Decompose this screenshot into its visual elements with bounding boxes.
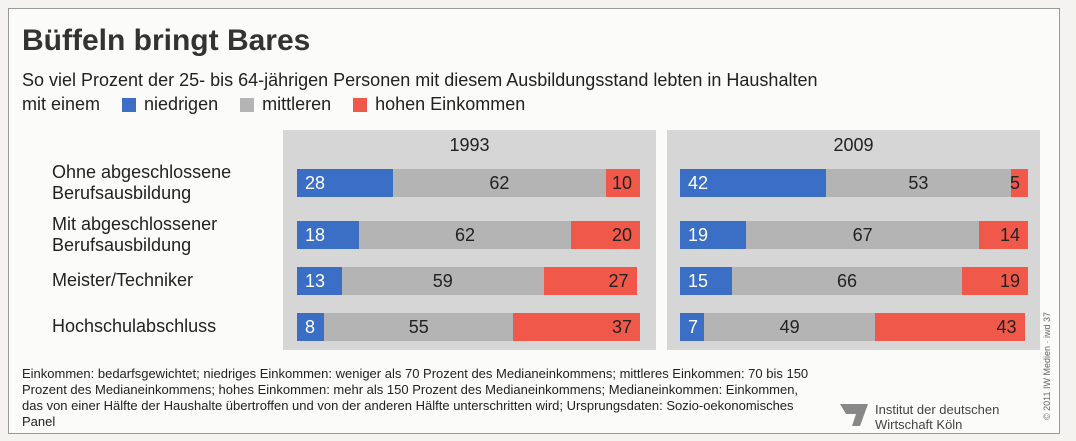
value-label: 20: [611, 224, 632, 245]
category-label: Meister/Techniker: [52, 270, 194, 290]
bar-segment: 10: [605, 169, 640, 197]
bar-segment: 13: [297, 267, 342, 295]
footnote: Einkommen: bedarfsgewichtet; niedriges E…: [22, 366, 809, 429]
panel-title: 1993: [449, 135, 490, 155]
value-label: 42: [688, 172, 709, 193]
bar-segment: 55: [324, 313, 514, 341]
bar-segment: 59: [341, 267, 544, 295]
bar-segment: 43: [874, 313, 1025, 341]
legend-swatch: [240, 97, 255, 112]
category-label: Hochschulabschluss: [52, 316, 217, 336]
title: Büffeln bringt Bares: [22, 24, 311, 57]
legend-prefix: mit einem: [22, 94, 101, 114]
legend-swatch: [353, 97, 368, 112]
bar-segment: 28: [297, 169, 394, 197]
value-label: 55: [408, 316, 429, 337]
subtitle: So viel Prozent der 25- bis 64-jährigen …: [22, 70, 818, 90]
legend-label: niedrigen: [144, 94, 219, 114]
source: Institut der deutschen Wirtschaft Köln: [875, 402, 1000, 432]
value-label: 19: [688, 224, 709, 245]
bar-segment: 8: [297, 313, 325, 341]
bar-segment: 62: [393, 169, 606, 197]
value-label: 19: [999, 270, 1020, 291]
bar-segment: 14: [979, 221, 1028, 249]
legend-label: mittleren: [262, 94, 332, 114]
value-label: 10: [611, 172, 632, 193]
value-label: 8: [305, 316, 316, 337]
legend-swatch: [122, 97, 137, 112]
bar-segment: 7: [680, 313, 705, 341]
legend-label: hohen Einkommen: [375, 94, 526, 114]
value-label: 62: [489, 172, 510, 193]
copyright: © 2011 IW Medien · iwd 37: [1042, 311, 1052, 420]
bar-segment: 66: [732, 267, 962, 295]
value-label: 15: [688, 270, 709, 291]
bar-segment: 53: [826, 169, 1011, 197]
value-label: 59: [432, 270, 453, 291]
bar-segment: 49: [704, 313, 875, 341]
bar-segment: 37: [513, 313, 640, 341]
bar-segment: 19: [680, 221, 747, 249]
value-label: 37: [611, 316, 632, 337]
bar-segment: 20: [571, 221, 640, 249]
value-label: 28: [305, 172, 326, 193]
bar-segment: 62: [358, 221, 572, 249]
value-label: 27: [608, 270, 629, 291]
value-label: 62: [455, 224, 476, 245]
value-label: 53: [908, 172, 929, 193]
value-label: 49: [779, 316, 800, 337]
panel-title: 2009: [833, 135, 874, 155]
category-label: Mit abgeschlossener Berufsausbildung: [52, 214, 218, 255]
bar-segment: 18: [297, 221, 359, 249]
bar-segment: 5: [1010, 169, 1028, 197]
bar-segment: 15: [680, 267, 733, 295]
logo: [840, 404, 868, 426]
category-label: Ohne abgeschlossene Berufsausbildung: [52, 162, 232, 203]
legend: mit einem niedrigen mittleren hohen Einkom…: [22, 94, 525, 115]
value-label: 43: [996, 316, 1017, 337]
value-label: 14: [999, 224, 1020, 245]
value-label: 18: [305, 224, 326, 245]
value-label: 13: [305, 270, 326, 291]
bar-segment: 27: [543, 267, 637, 295]
bar-segment: 42: [680, 169, 827, 197]
value-label: 5: [1009, 172, 1020, 193]
bar-segment: 19: [961, 267, 1028, 295]
value-label: 7: [688, 316, 699, 337]
value-label: 66: [837, 270, 858, 291]
bar-segment: 67: [746, 221, 980, 249]
value-label: 67: [852, 224, 873, 245]
